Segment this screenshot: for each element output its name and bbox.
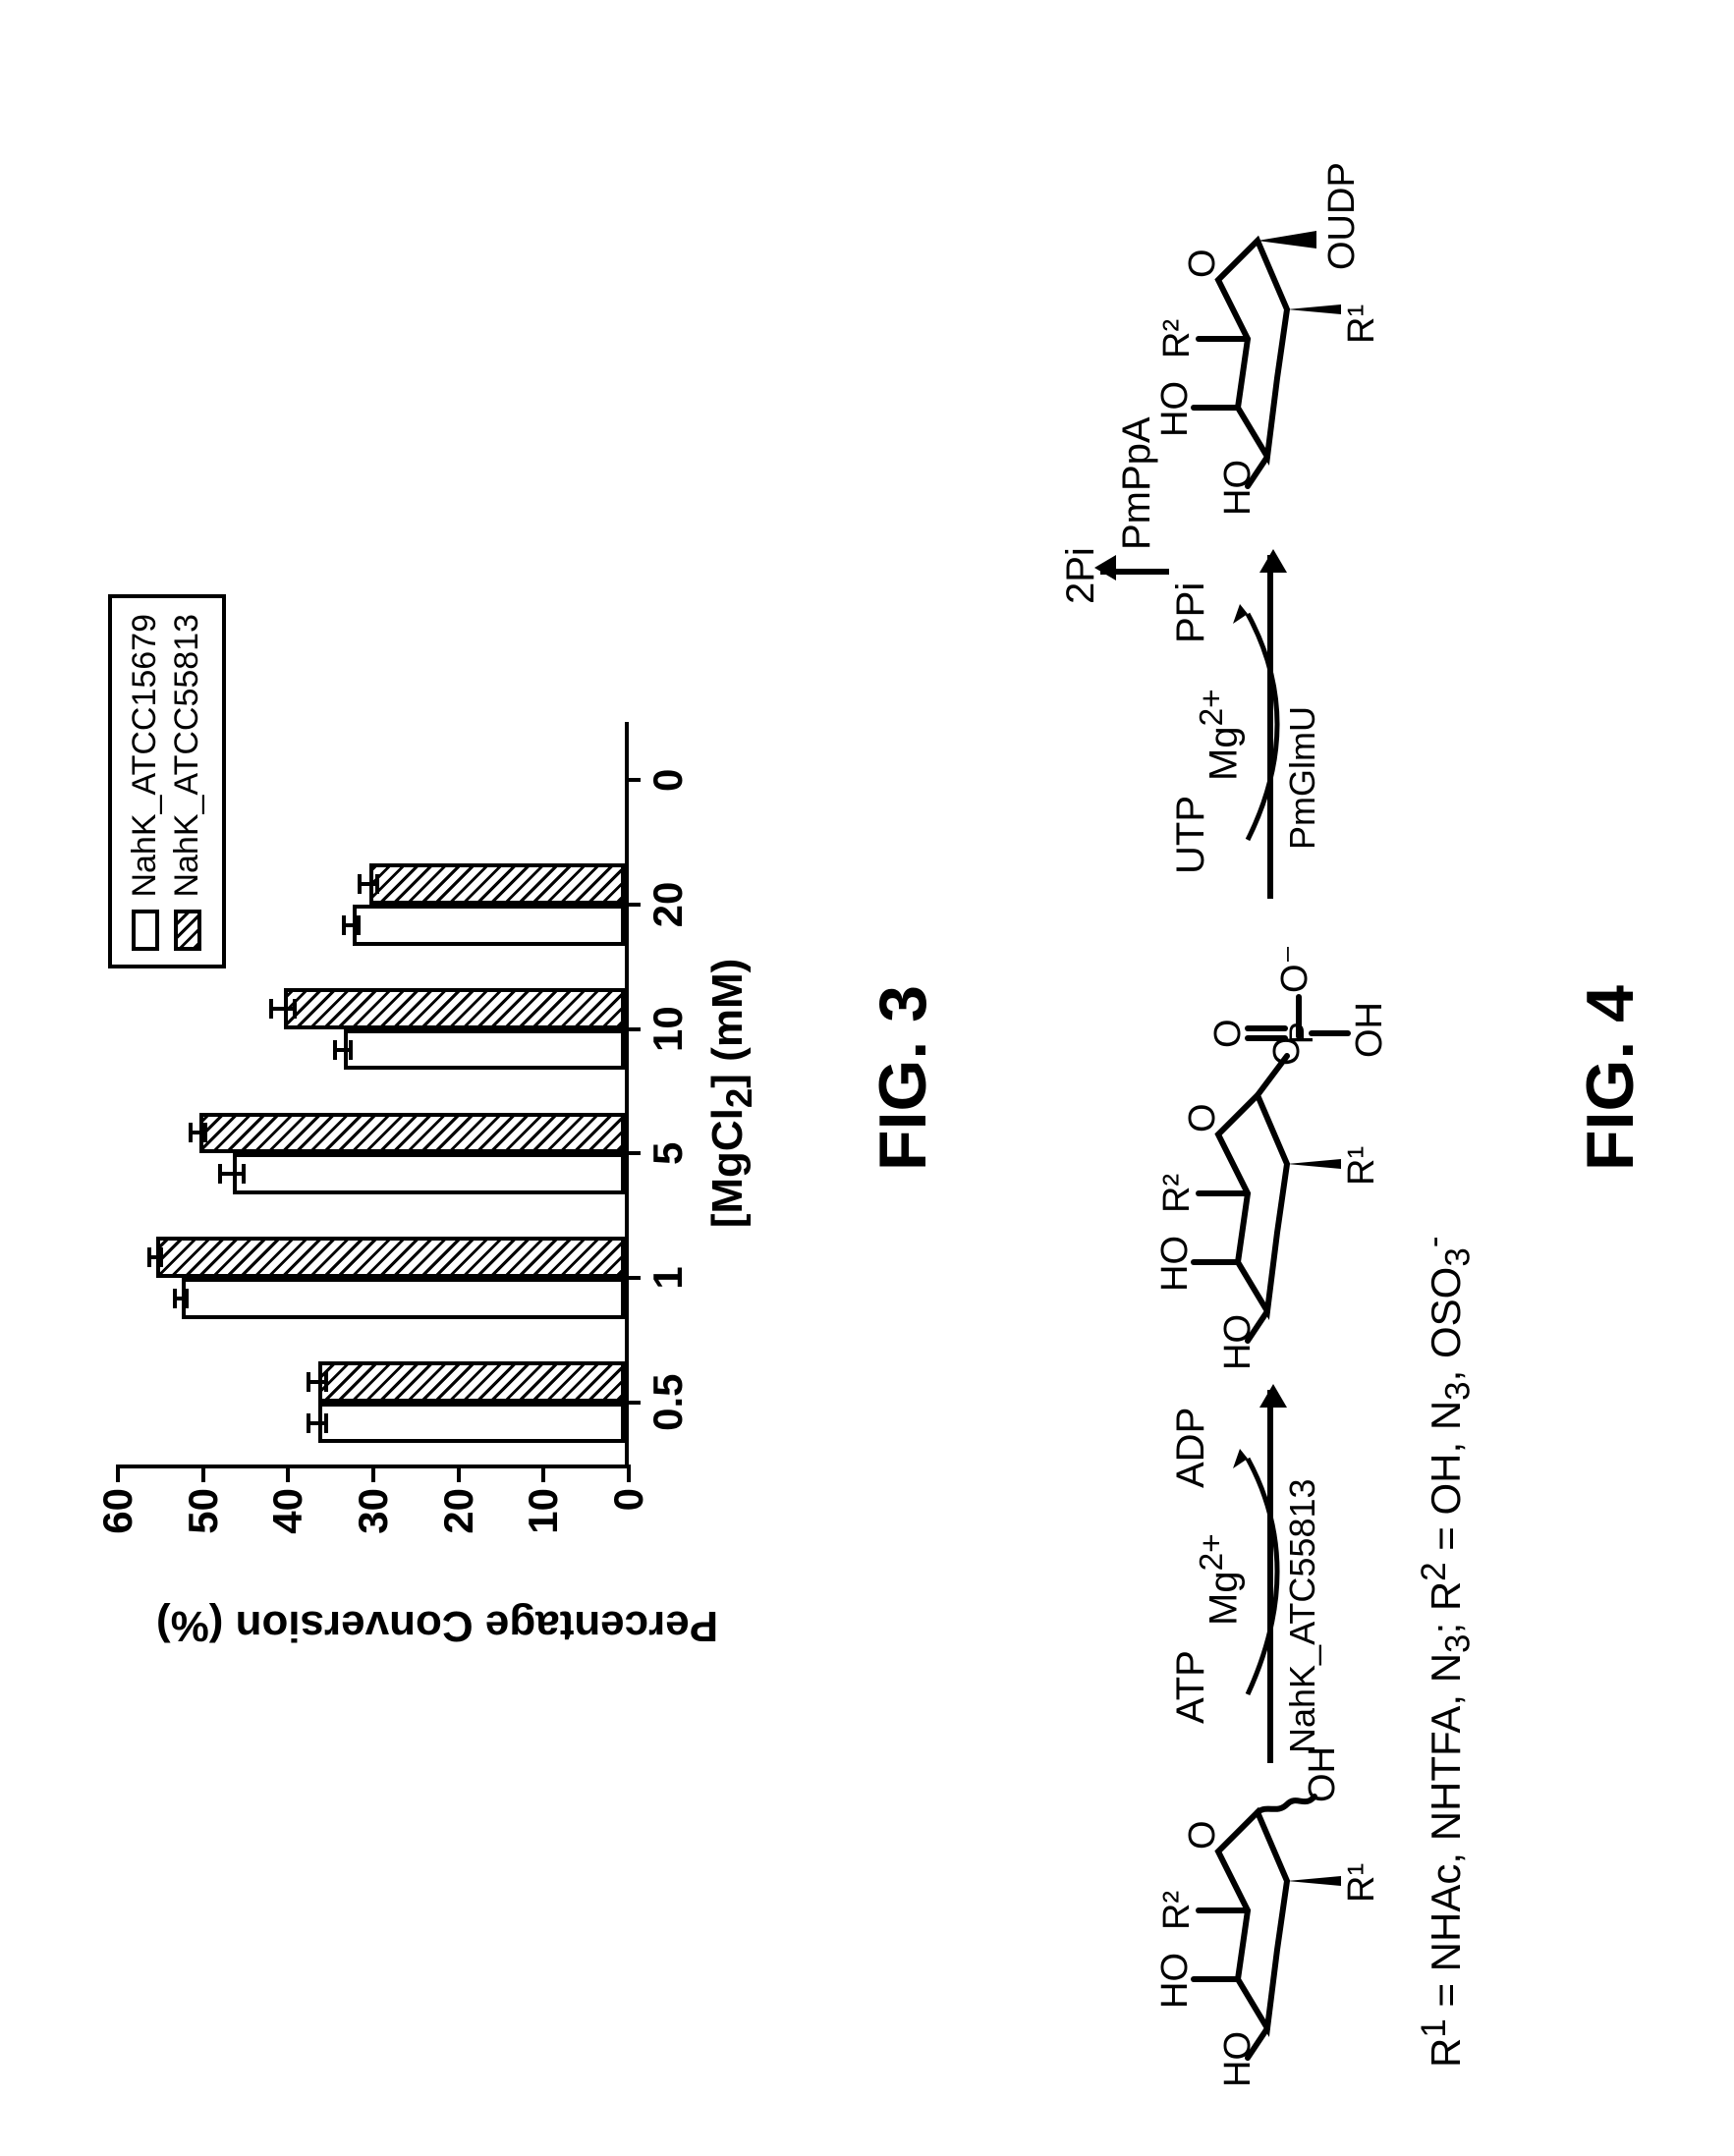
bar-hatched bbox=[318, 1361, 625, 1403]
svg-text:R¹: R¹ bbox=[1341, 1146, 1382, 1186]
svg-text:O: O bbox=[1182, 1820, 1223, 1850]
y-tick-label: 0 bbox=[605, 1488, 652, 1511]
svg-text:P: P bbox=[1283, 1022, 1320, 1044]
svg-text:R¹: R¹ bbox=[1341, 1863, 1382, 1903]
svg-text:OH: OH bbox=[1349, 1002, 1390, 1058]
pmglmu-label: PmGlmU bbox=[1282, 706, 1323, 850]
plot-area: NahK_ATCC15679 NahK_ATCC55813 [MgCl2] (m… bbox=[118, 722, 629, 1468]
svg-text:R²: R² bbox=[1156, 1891, 1198, 1930]
figure-4-caption: FIG. 4 bbox=[1572, 985, 1649, 1171]
y-tick bbox=[371, 1465, 375, 1482]
mg2plus-label-1: Mg2+ bbox=[1194, 1533, 1246, 1626]
molecule-glc1p: HO HO R² O R¹ O P O⁻ O OH bbox=[1120, 1066, 1420, 1360]
bar-hatched bbox=[369, 863, 625, 905]
x-tick-label: 20 bbox=[644, 882, 692, 928]
mg2plus-label-2: Mg2+ bbox=[1194, 689, 1246, 781]
lbl-ho: HO bbox=[1217, 2031, 1259, 2087]
x-tick-label: 10 bbox=[644, 1006, 692, 1052]
x-tick bbox=[625, 778, 641, 782]
fig4-scheme: HO HO R² O OH R¹ ATP Mg2+ ADP NahK_ATC55… bbox=[1061, 79, 1513, 2077]
svg-text:OH: OH bbox=[1302, 1746, 1343, 1802]
svg-text:HO: HO bbox=[1217, 460, 1259, 516]
y-tick-label: 60 bbox=[94, 1488, 141, 1534]
2pi-label: 2Pi bbox=[1059, 547, 1103, 604]
svg-text:O: O bbox=[1207, 1019, 1249, 1048]
y-axis-label: Percentage Conversion (%) bbox=[156, 1601, 718, 1650]
x-tick bbox=[625, 1276, 641, 1280]
legend-swatch-open bbox=[132, 910, 159, 951]
figure-3-caption: FIG. 3 bbox=[865, 985, 941, 1171]
bar-open bbox=[353, 905, 625, 946]
y-tick-label: 20 bbox=[435, 1488, 482, 1534]
lbl-ho2: HO bbox=[1154, 1953, 1196, 2009]
bar-hatched bbox=[156, 1237, 625, 1278]
x-tick-label: 1 bbox=[644, 1266, 692, 1289]
legend-label-0: NahK_ATCC15679 bbox=[126, 614, 164, 898]
adp-label: ADP bbox=[1169, 1408, 1213, 1488]
bar-open bbox=[344, 1029, 625, 1071]
x-tick bbox=[625, 1151, 641, 1155]
ppi-label: PPi bbox=[1169, 582, 1213, 643]
x-tick bbox=[625, 1401, 641, 1405]
bar-open bbox=[318, 1403, 625, 1444]
y-tick-label: 30 bbox=[350, 1488, 397, 1534]
y-tick bbox=[116, 1465, 120, 1482]
x-tick bbox=[625, 1027, 641, 1031]
svg-text:R²: R² bbox=[1156, 319, 1198, 359]
svg-text:R²: R² bbox=[1156, 1174, 1198, 1213]
y-tick-label: 50 bbox=[180, 1488, 227, 1534]
legend-label-1: NahK_ATCC55813 bbox=[168, 614, 206, 898]
ppi-arrow-up bbox=[1100, 569, 1169, 575]
y-tick-label: 10 bbox=[520, 1488, 567, 1534]
x-tick-label: 0 bbox=[644, 769, 692, 792]
svg-text:HO: HO bbox=[1154, 381, 1196, 437]
svg-text:HO: HO bbox=[1154, 1236, 1196, 1292]
molecule-start: HO HO R² O OH R¹ bbox=[1120, 1783, 1400, 2077]
y-tick bbox=[457, 1465, 461, 1482]
x-axis-label: [MgCl2] (mM) bbox=[703, 959, 760, 1229]
y-tick bbox=[286, 1465, 290, 1482]
bar-open bbox=[182, 1278, 625, 1319]
bar-hatched bbox=[284, 988, 625, 1029]
bar-hatched bbox=[199, 1113, 625, 1154]
chart-legend: NahK_ATCC15679 NahK_ATCC55813 bbox=[108, 594, 226, 968]
svg-text:O⁻: O⁻ bbox=[1274, 944, 1315, 993]
r-group-definitions: R1 = NHAc, NHTFA, N3; R2 = OH, N3, OSO3- bbox=[1415, 1237, 1478, 2068]
svg-text:O: O bbox=[1182, 249, 1223, 278]
y-tick bbox=[541, 1465, 545, 1482]
utp-label: UTP bbox=[1169, 796, 1213, 874]
legend-swatch-hatched bbox=[174, 910, 201, 951]
x-tick-label: 5 bbox=[644, 1142, 692, 1165]
bar-open bbox=[233, 1153, 625, 1194]
atp-label: ATP bbox=[1169, 1650, 1213, 1724]
molecule-udp-sugar: HO HO R² O R¹ OUDP bbox=[1120, 93, 1400, 506]
fig3-chart: Percentage Conversion (%) NahK_ATCC15679… bbox=[118, 584, 756, 1567]
x-tick-label: 0.5 bbox=[644, 1373, 692, 1430]
y-tick-label: 40 bbox=[264, 1488, 311, 1534]
svg-text:HO: HO bbox=[1217, 1314, 1259, 1370]
svg-text:R¹: R¹ bbox=[1341, 304, 1382, 344]
y-tick bbox=[201, 1465, 205, 1482]
nahk-label: NahK_ATC55813 bbox=[1282, 1478, 1323, 1753]
x-tick bbox=[625, 903, 641, 907]
svg-text:O: O bbox=[1182, 1103, 1223, 1133]
svg-text:OUDP: OUDP bbox=[1321, 162, 1363, 270]
y-tick bbox=[627, 1465, 631, 1482]
